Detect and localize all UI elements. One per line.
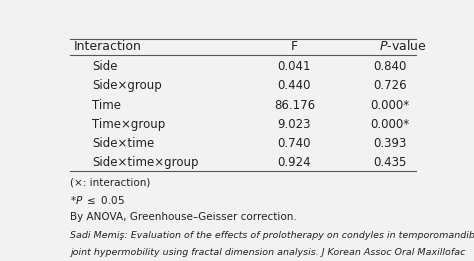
Text: 0.000*: 0.000*: [370, 99, 410, 111]
Text: 0.840: 0.840: [373, 60, 407, 73]
Text: (×: interaction): (×: interaction): [70, 177, 151, 187]
Text: By ANOVA, Greenhouse–Geisser correction.: By ANOVA, Greenhouse–Geisser correction.: [70, 212, 297, 222]
Text: 0.435: 0.435: [373, 156, 407, 169]
Text: Side×group: Side×group: [92, 80, 162, 92]
Text: 0.924: 0.924: [278, 156, 311, 169]
Text: 9.023: 9.023: [278, 118, 311, 131]
Text: 0.440: 0.440: [278, 80, 311, 92]
Text: F: F: [291, 40, 298, 53]
Text: Sadi Memiş: Evaluation of the effects of prolotherapy on condyles in temporomand: Sadi Memiş: Evaluation of the effects of…: [70, 231, 474, 240]
Text: joint hypermobility using fractal dimension analysis. J Korean Assoc Oral Maxill: joint hypermobility using fractal dimens…: [70, 248, 465, 257]
Text: Time: Time: [92, 99, 121, 111]
Text: Side: Side: [92, 60, 118, 73]
Text: 0.726: 0.726: [373, 80, 407, 92]
Text: 0.000*: 0.000*: [370, 118, 410, 131]
Text: 0.393: 0.393: [373, 137, 407, 150]
Text: Side×time×group: Side×time×group: [92, 156, 199, 169]
Text: 86.176: 86.176: [274, 99, 315, 111]
Text: Side×time: Side×time: [92, 137, 155, 150]
Text: 0.740: 0.740: [278, 137, 311, 150]
Text: Interaction: Interaction: [74, 40, 142, 53]
Text: $\it{P}$-value: $\it{P}$-value: [379, 39, 427, 54]
Text: Time×group: Time×group: [92, 118, 165, 131]
Text: 0.041: 0.041: [278, 60, 311, 73]
Text: *$\it{P}$ $\leq$ 0.05: *$\it{P}$ $\leq$ 0.05: [70, 194, 125, 206]
